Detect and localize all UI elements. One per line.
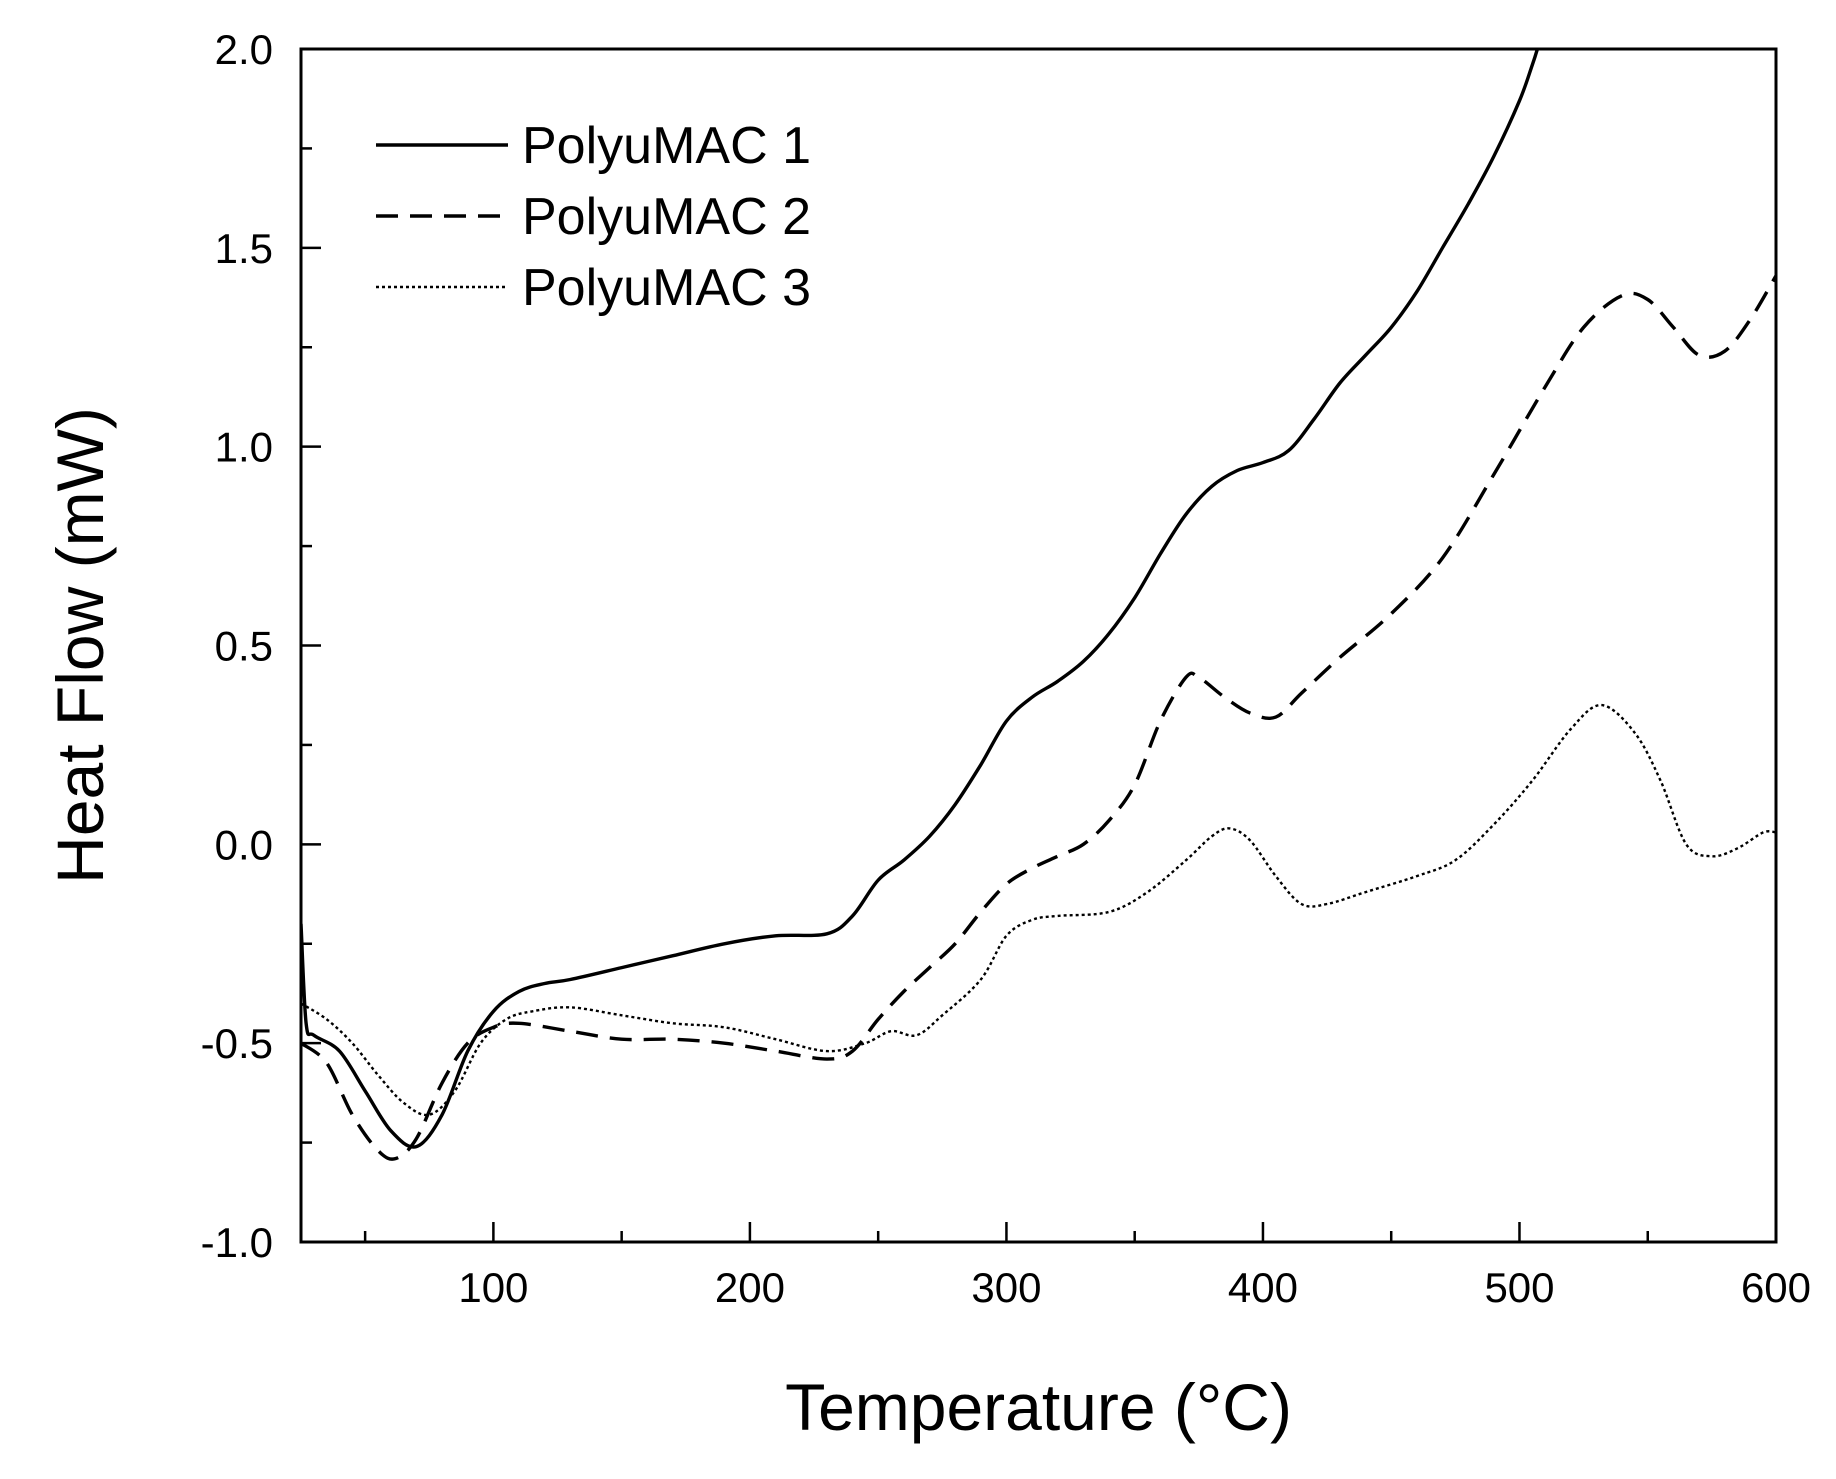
x-tick-label: 300 xyxy=(971,1264,1041,1311)
y-tick-label: 2.0 xyxy=(215,26,273,73)
axes xyxy=(299,47,1778,1244)
y-tick-label: 1.0 xyxy=(215,424,273,471)
series-line-3 xyxy=(301,703,1776,1117)
tick-labels: 100 200 300 400 500 600 -1.0 -0.5 0.0 0.5 1.0 1.5 2.… xyxy=(201,26,1811,1311)
x-tick-label: 600 xyxy=(1741,1264,1811,1311)
x-tick-label: 400 xyxy=(1228,1264,1298,1311)
y-tick-label: 0.5 xyxy=(215,623,273,670)
legend-label-2: PolyuMAC 2 xyxy=(522,188,811,246)
y-tick-label: 0.0 xyxy=(215,821,273,868)
legend: PolyuMAC 1 PolyuMAC 2 PolyuMAC 3 xyxy=(376,117,811,317)
y-axis-title: Heat Flow (mW) xyxy=(43,407,117,884)
y-tick-label: 1.5 xyxy=(215,225,273,272)
y-tick-label: -1.0 xyxy=(201,1219,273,1266)
x-axis-title: Temperature (°C) xyxy=(785,1370,1292,1444)
legend-label-1: PolyuMAC 1 xyxy=(522,117,811,175)
series-line-1 xyxy=(301,49,1540,1149)
x-tick-label: 200 xyxy=(715,1264,785,1311)
y-tick-label: -0.5 xyxy=(201,1020,273,1067)
legend-label-3: PolyuMAC 3 xyxy=(522,259,811,317)
x-tick-label: 100 xyxy=(458,1264,528,1311)
series-lines xyxy=(301,49,1776,1161)
series-line-2 xyxy=(301,274,1776,1161)
x-tick-label: 500 xyxy=(1484,1264,1554,1311)
